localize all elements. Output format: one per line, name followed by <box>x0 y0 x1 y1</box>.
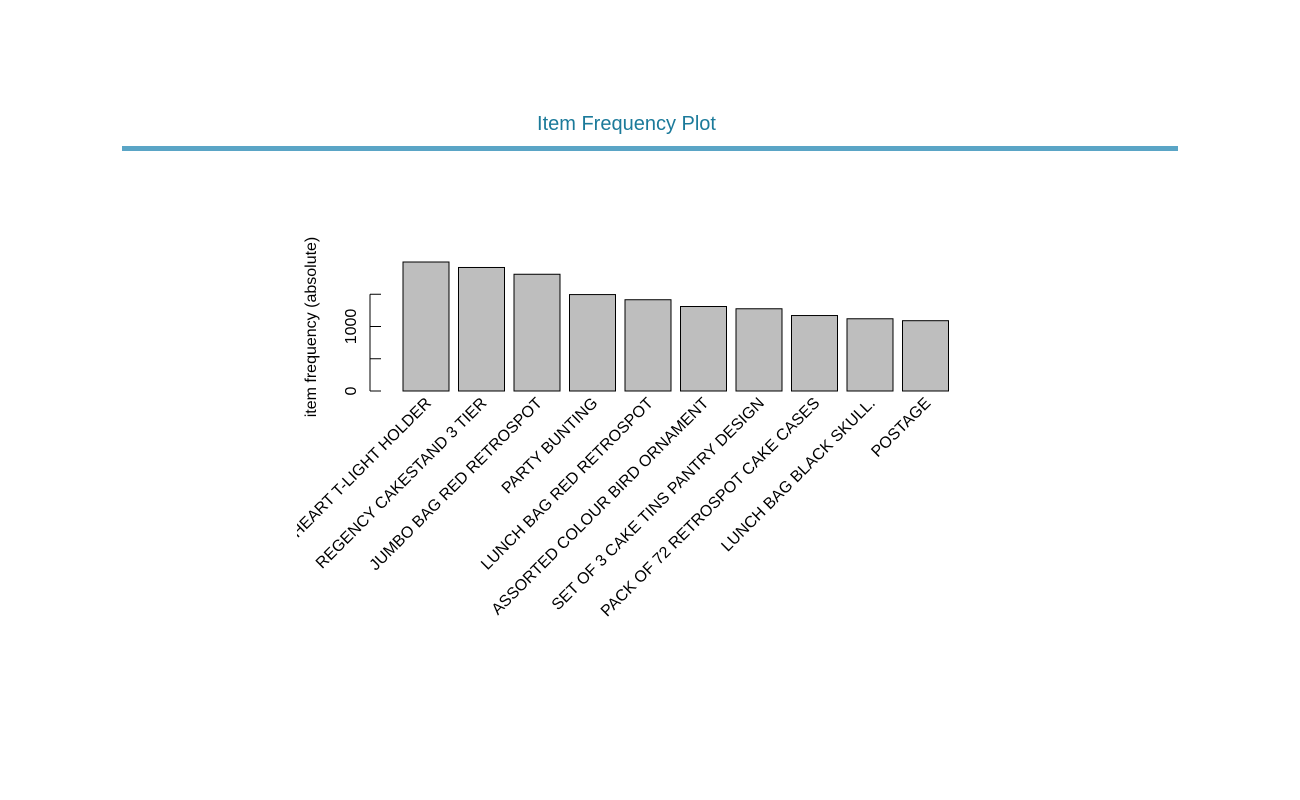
bar-8 <box>791 315 838 392</box>
x-tick-label: PARTY BUNTING <box>499 395 602 498</box>
bar-2 <box>458 266 505 392</box>
x-tick-label: WHITE HANGING HEART T-LIGHT HOLDER <box>193 395 435 637</box>
bar-7 <box>735 308 783 392</box>
x-axis-labels: WHITE HANGING HEART T-LIGHT HOLDERREGENC… <box>193 395 934 637</box>
bar-4 <box>569 294 616 392</box>
y-tick-label: 0 <box>343 386 360 395</box>
y-axis: 0 1000 <box>343 293 381 395</box>
y-tick-label: 1000 <box>343 309 360 345</box>
bar-10 <box>902 320 949 392</box>
x-tick-label: POSTAGE <box>868 395 934 461</box>
bar-6 <box>680 306 727 392</box>
bar-3 <box>513 273 561 392</box>
title-underline <box>122 146 1178 151</box>
bar-5 <box>624 299 672 392</box>
x-tick-label: SET OF 3 CAKE TINS PANTRY DESIGN <box>549 395 768 614</box>
page-title: Item Frequency Plot <box>537 113 716 135</box>
y-axis-label: item frequency (absolute) <box>303 237 320 418</box>
bar-9 <box>846 318 894 392</box>
bars-group <box>402 261 949 392</box>
bar-1 <box>402 261 450 392</box>
